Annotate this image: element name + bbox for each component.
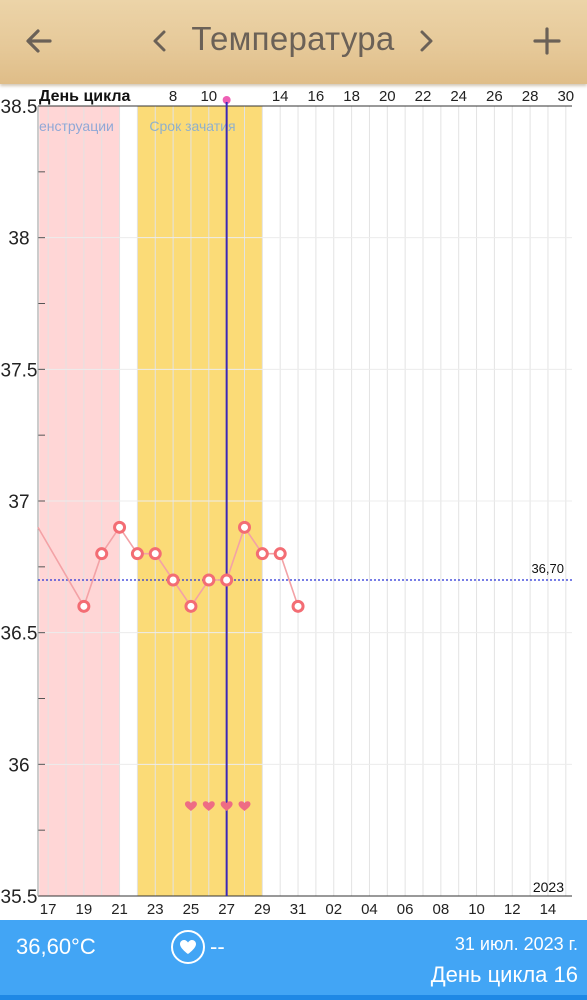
next-period-button[interactable]	[408, 14, 444, 68]
intercourse-toggle[interactable]	[171, 930, 205, 964]
top-tick-label: 14	[272, 88, 289, 105]
y-tick-label: 38.5	[1, 97, 38, 118]
add-entry-button[interactable]	[520, 14, 574, 68]
heart-icon	[180, 940, 196, 954]
intercourse-heart-icon	[238, 801, 251, 811]
band-label-1: Срок зачатия	[149, 118, 235, 134]
y-tick-label: 37.5	[1, 360, 38, 381]
temperature-point	[148, 547, 162, 561]
top-tick-label: 18	[343, 88, 360, 105]
coverline-label: 36,70	[531, 561, 564, 576]
today-top-marker	[222, 96, 231, 104]
band-label-0: енструации	[39, 118, 114, 134]
previous-period-button[interactable]	[142, 14, 178, 68]
bottom-tick-label: 23	[147, 901, 164, 918]
chevron-right-icon	[420, 30, 433, 52]
y-tick-label: 37	[8, 492, 29, 513]
y-tick-label: 35.5	[1, 887, 38, 908]
selected-date: 31 июл. 2023 г.	[454, 934, 578, 954]
bottom-tick-label: 02	[325, 901, 342, 918]
temperature-point	[184, 599, 198, 613]
intercourse-value: --	[210, 934, 225, 959]
y-tick-label: 38	[8, 229, 29, 250]
temperature-point	[95, 547, 109, 561]
top-tick-label: 26	[486, 88, 503, 105]
intercourse-heart-icon	[184, 801, 197, 811]
bottom-tick-label: 19	[76, 901, 93, 918]
bottom-tick-label: 27	[218, 901, 235, 918]
cycle-day: День цикла 16	[430, 962, 578, 987]
bottom-tick-label: 21	[111, 901, 128, 918]
top-tick-label: 30	[557, 88, 574, 105]
bottom-tick-label: 31	[290, 901, 307, 918]
temperature-point	[77, 599, 91, 613]
top-tick-label: 16	[308, 88, 325, 105]
top-tick-label: 8	[169, 88, 177, 105]
bottom-tick-label: 04	[361, 901, 378, 918]
temperature-point	[166, 573, 180, 587]
bottom-tick-label: 17	[40, 901, 57, 918]
temperature-point	[291, 599, 305, 613]
top-tick-label: 22	[415, 88, 432, 105]
bottom-tick-label: 08	[433, 901, 450, 918]
top-tick-label: 24	[450, 88, 467, 105]
temperature-point	[273, 547, 287, 561]
temperature-chart[interactable]: енструации Срок зачатия 38.5 38 37.5 37 36.5 36…	[0, 84, 587, 920]
plus-icon	[533, 27, 561, 55]
back-button[interactable]	[14, 14, 64, 68]
bottom-tick-label: 25	[183, 901, 200, 918]
intercourse-heart-icon	[202, 801, 215, 811]
temperature-point	[113, 520, 127, 534]
y-tick-label: 36.5	[1, 624, 38, 645]
bottom-strip	[0, 995, 587, 1000]
top-tick-label: 28	[522, 88, 539, 105]
temperature-point	[220, 573, 234, 587]
bottom-tick-label: 06	[397, 901, 414, 918]
temperature-point	[238, 520, 251, 534]
top-axis-label: День цикла	[39, 88, 130, 105]
bottom-tick-label: 14	[540, 901, 557, 918]
year-label: 2023	[533, 879, 564, 895]
intercourse-heart-icon	[220, 801, 233, 811]
y-tick-label: 36	[8, 755, 29, 776]
temperature-point	[255, 547, 269, 561]
bottom-tick-label: 10	[468, 901, 485, 918]
temperature-point	[130, 547, 144, 561]
chart-canvas[interactable]: енструации Срок зачатия 38.5 38 37.5 37 36.5 36…	[0, 84, 587, 920]
chevron-left-icon	[153, 30, 166, 52]
page-title: Температура	[191, 20, 395, 57]
status-bar: 36,60°C -- 31 июл. 2023 г. День цикла 16	[0, 920, 587, 1000]
top-tick-label: 10	[200, 88, 217, 105]
app-header: Температура	[0, 0, 587, 84]
temperature-point	[202, 573, 216, 587]
arrow-left-icon	[26, 29, 52, 53]
current-temperature: 36,60°C	[16, 934, 96, 959]
top-tick-label: 20	[379, 88, 396, 105]
bottom-tick-label: 12	[504, 901, 521, 918]
bottom-tick-label: 29	[254, 901, 271, 918]
